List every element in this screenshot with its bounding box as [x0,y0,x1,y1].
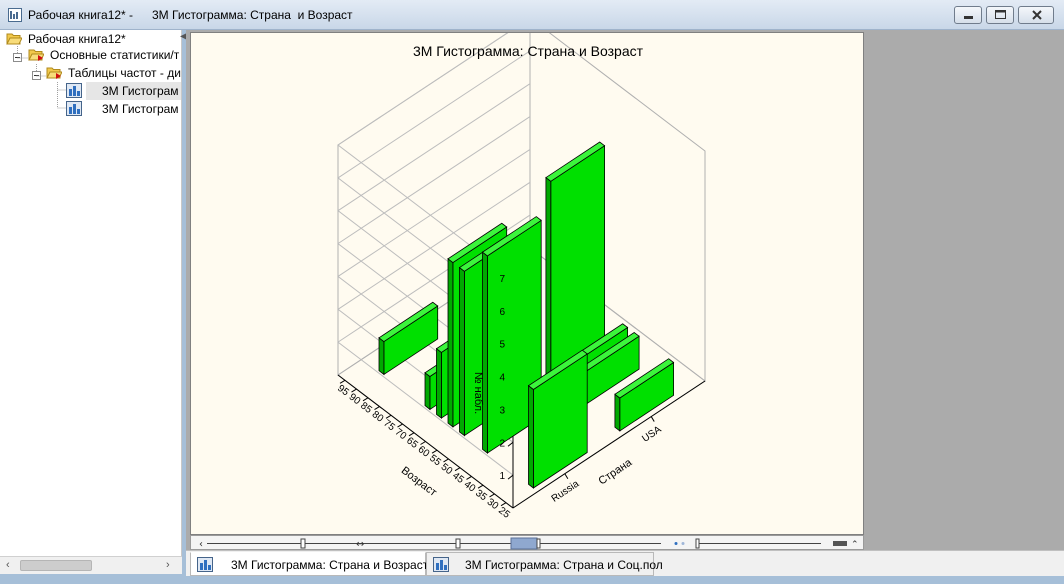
tree-label-freq-tables: Таблицы частот - ди [68,66,181,80]
bar [527,349,588,489]
x-tick [466,476,472,480]
bar-top [614,358,675,399]
bar-top [481,216,542,257]
graph-icon [66,101,82,116]
y-tick [650,416,655,422]
y-tick-label: USA [640,424,663,445]
maximize-button[interactable] [986,6,1014,24]
scroll-left-icon[interactable]: ‹ [6,559,10,571]
workbook-icon [8,8,22,22]
x-tick-label: 25 [496,505,512,521]
chart-title: 3М Гистограмма: Страна и Возраст [413,43,644,59]
x-tick [477,484,484,489]
svg-text:‹: ‹ [199,539,203,550]
bar-top [378,301,439,343]
svg-text:⌃: ⌃ [851,540,859,550]
chart-area[interactable]: 3М Гистограмма: Страна и Возраст 1 2 3 4 5 6 7 №… [190,32,864,535]
tab-label-age: 3М Гистограмма: Страна и Возраст [231,558,429,572]
x-tick [339,379,346,384]
folder-open-icon [28,49,44,61]
chart-scrollbar[interactable]: ‹ ↔ ⌃ [190,535,864,550]
histogram-3d: 3М Гистограмма: Страна и Возраст 1 2 3 4 5 6 7 №… [335,33,706,521]
y-tick-label: Russia [550,478,582,504]
tab-histogram-age[interactable]: 3М Гистограмма: Страна и Возраст [190,552,429,576]
z-gridline [337,33,514,279]
graph-icon [66,83,82,98]
tab-label-social: 3М Гистограмма: Страна и Соц.пол [465,558,663,572]
z-tick-label: 2 [499,438,505,449]
tree-horizontal-scrollbar[interactable]: ‹ › [0,556,182,574]
close-button[interactable] [1018,6,1054,24]
x-tick [362,397,369,402]
bar-top [545,141,606,182]
x-tick [374,406,380,410]
x-tick [443,458,449,463]
folder-open-icon [46,67,62,79]
z-tick-label: 6 [499,307,505,318]
y-tick [564,473,569,479]
bar-side [482,251,488,454]
tree-label-histogram-age: 3М Гистограм [102,84,179,98]
bar-top [527,349,588,390]
close-icon [1032,10,1042,20]
title-bar: Рабочая книга12* - 3М Гистограмма: Стран… [0,0,1064,30]
bar-side [424,371,431,411]
graph-icon [433,557,449,572]
bar [614,358,675,432]
bar-side [459,266,465,437]
y-axis-label: Страна [596,456,634,487]
z-tick-label: 4 [499,373,505,384]
collapse-panel-icon[interactable]: ◀ [180,31,188,42]
x-axis-label: Возраст [399,465,439,499]
bar-top [447,222,508,264]
z-tick [507,474,514,480]
tree-scroll-thumb[interactable] [20,560,92,571]
x-tick [454,467,461,472]
x-tick [408,432,415,437]
x-tick [431,449,438,454]
z-tick-label: 3 [499,405,505,416]
workbook-tree: Рабочая книга12* Основные статистики/т Т… [0,30,182,556]
maximize-icon [995,10,1006,19]
tree-label-histogram-social: 3М Гистограм [102,102,179,116]
z-tick-label: 7 [499,274,505,285]
chart-scroll-controls: ‹ ↔ ⌃ [199,537,859,550]
tree-label-basic-stats: Основные статистики/т [50,48,180,62]
tree-item-histogram-age[interactable]: 3М Гистограм [66,82,181,100]
bar [481,216,542,454]
window-document-title: 3М Гистограмма: Страна и Возраст [152,8,353,22]
bar-side [614,393,621,432]
tab-histogram-social[interactable]: 3М Гистограмма: Страна и Соц.пол [426,552,663,576]
window-title: Рабочая книга12* - [28,8,134,22]
tree-connectors [17,46,66,109]
x-tick [397,423,403,428]
folder-open-icon [6,33,22,45]
document-tabs: 3М Гистограмма: Страна и Возраст 3М Гист… [186,550,1064,576]
x-tick [420,441,426,445]
bar-side [528,384,534,489]
svg-text:↔: ↔ [356,539,364,550]
z-axis-label: № набл. [472,372,484,414]
minimize-icon [964,16,973,19]
x-tick [385,414,392,419]
window-bottom-frame [0,576,1064,584]
z-tick-label: 1 [499,471,505,482]
bar-side [545,176,552,380]
x-tick [500,502,507,507]
x-tick [351,388,357,393]
graph-icon [197,557,213,572]
tree-label-workbook: Рабочая книга12* [28,32,126,46]
scroll-right-icon[interactable]: › [166,559,170,571]
bar [378,301,439,376]
z-tick-label: 5 [499,340,505,351]
y-axis [512,380,706,509]
bar-side [436,347,442,419]
x-tick [489,493,495,498]
bar-side [447,257,454,428]
minimize-button[interactable] [954,6,982,24]
bar-side [378,336,385,376]
z-tick [507,441,514,447]
